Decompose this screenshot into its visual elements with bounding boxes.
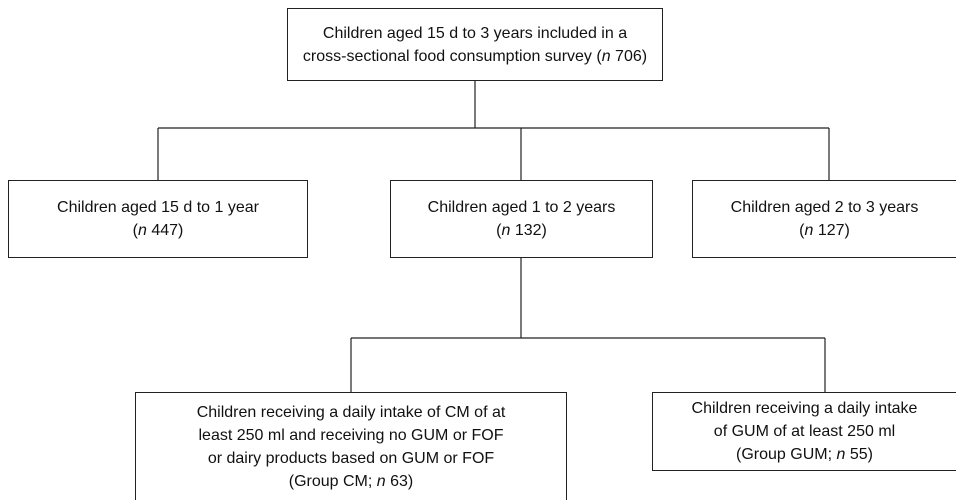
node-line: Children aged 2 to 3 years <box>731 196 919 219</box>
node-line: (n 132) <box>496 219 547 242</box>
node-line: Children aged 15 d to 3 years included i… <box>323 22 627 45</box>
text: ( <box>496 222 502 239</box>
text: ( <box>132 222 138 239</box>
node-box: Children aged 2 to 3 years (n 127) <box>692 180 956 258</box>
text: or dairy products based on GUM or FOF <box>207 449 495 467</box>
node-box: Children receiving a daily intake of GUM… <box>652 392 956 471</box>
text: Children receiving a daily intake of CM … <box>196 403 506 421</box>
node-line: or dairy products based on GUM or FOF <box>208 447 494 470</box>
node-line: (Group CM; n 63) <box>289 470 414 493</box>
node-line: (n 447) <box>133 219 184 242</box>
node-line: Children receiving a daily intake <box>692 397 918 420</box>
text: 55) <box>845 446 873 463</box>
text: 132) <box>510 222 547 239</box>
text: Children receiving a daily intake <box>691 400 918 417</box>
text: Children aged 1 to 2 years <box>427 199 616 216</box>
node-line: Children aged 1 to 2 years <box>428 196 616 219</box>
text: (Group GUM; <box>736 446 837 463</box>
text: least 250 ml and receiving no GUM or FOF <box>198 426 504 444</box>
node-box: Children receiving a daily intake of CM … <box>135 392 567 500</box>
node-box: Children aged 1 to 2 years (n 132) <box>390 180 653 258</box>
text: ( <box>799 222 805 239</box>
text: 127) <box>813 222 850 239</box>
text: (Group CM; <box>288 472 377 490</box>
text: of GUM of at least 250 ml <box>713 423 896 440</box>
text: Children aged 15 d to 1 year <box>57 199 259 216</box>
node-line: Children receiving a daily intake of CM … <box>197 401 506 424</box>
node-line: (n 127) <box>799 219 850 242</box>
node-line: of GUM of at least 250 ml <box>714 420 895 443</box>
text: n <box>137 222 147 239</box>
text: n <box>376 472 386 490</box>
node-line: cross-sectional food consumption survey … <box>303 45 647 68</box>
text: 447) <box>146 222 184 239</box>
text: Children aged 15 d to 3 years included i… <box>322 24 628 42</box>
text: 63) <box>385 472 414 490</box>
node-line: (Group GUM; n 55) <box>736 443 873 466</box>
text: Children aged 2 to 3 years <box>730 199 919 216</box>
text: cross-sectional food consumption survey … <box>302 47 602 65</box>
text: n <box>804 222 814 239</box>
text: 706) <box>610 47 648 65</box>
node-line: Children aged 15 d to 1 year <box>57 196 259 219</box>
node-box: Children aged 15 d to 1 year (n 447) <box>8 180 308 258</box>
node-box: Children aged 15 d to 3 years included i… <box>287 8 663 81</box>
text: n <box>836 446 846 463</box>
text: n <box>501 222 511 239</box>
node-line: least 250 ml and receiving no GUM or FOF <box>198 424 503 447</box>
text: n <box>601 47 611 65</box>
